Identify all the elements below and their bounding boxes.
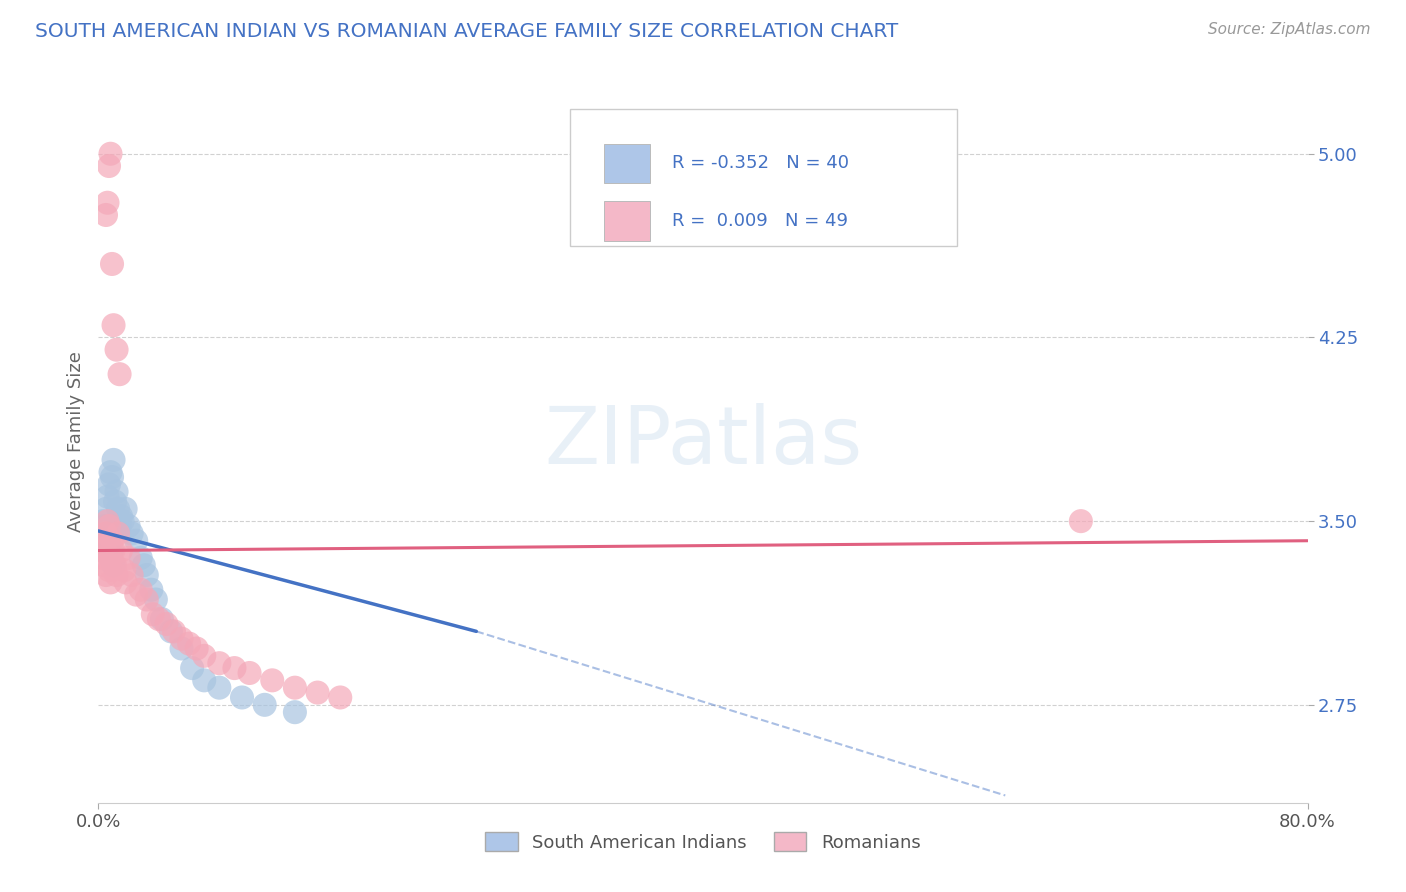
Point — [160, 624, 183, 639]
Point — [239, 665, 262, 680]
Point — [100, 465, 122, 479]
Point — [91, 550, 114, 565]
Point — [179, 637, 201, 651]
Point — [262, 673, 284, 688]
Point — [135, 592, 157, 607]
Point — [111, 514, 134, 528]
Point — [101, 257, 124, 271]
Point — [91, 514, 114, 528]
Point — [103, 318, 125, 333]
Text: Source: ZipAtlas.com: Source: ZipAtlas.com — [1208, 22, 1371, 37]
Point — [329, 690, 352, 705]
Point — [141, 582, 163, 597]
Point — [104, 558, 127, 573]
Point — [110, 509, 132, 524]
Point — [129, 550, 152, 565]
Point — [100, 550, 122, 565]
Point — [224, 661, 246, 675]
FancyBboxPatch shape — [569, 109, 957, 246]
Point — [155, 617, 177, 632]
Point — [170, 641, 193, 656]
Point — [89, 529, 111, 543]
Point — [100, 550, 122, 565]
Point — [98, 159, 121, 173]
Text: R =  0.009   N = 49: R = 0.009 N = 49 — [672, 212, 848, 230]
Point — [96, 526, 118, 541]
Point — [98, 539, 121, 553]
Point — [110, 543, 132, 558]
Point — [105, 343, 128, 357]
Point — [94, 502, 117, 516]
Point — [112, 563, 135, 577]
Point — [103, 543, 125, 558]
Point — [148, 612, 170, 626]
Point — [253, 698, 276, 712]
Point — [108, 367, 131, 381]
Point — [96, 195, 118, 210]
Point — [98, 477, 121, 491]
Text: ZIPatlas: ZIPatlas — [544, 402, 862, 481]
Y-axis label: Average Family Size: Average Family Size — [66, 351, 84, 532]
Point — [163, 624, 186, 639]
Point — [103, 558, 125, 573]
Point — [94, 543, 117, 558]
Point — [96, 490, 118, 504]
Point — [121, 526, 143, 541]
Point — [284, 705, 307, 719]
Point — [90, 543, 112, 558]
Point — [107, 526, 129, 541]
Text: SOUTH AMERICAN INDIAN VS ROMANIAN AVERAGE FAMILY SIZE CORRELATION CHART: SOUTH AMERICAN INDIAN VS ROMANIAN AVERAG… — [35, 22, 898, 41]
Point — [1070, 514, 1092, 528]
Point — [114, 575, 136, 590]
Point — [170, 632, 193, 646]
Point — [150, 612, 173, 626]
Point — [121, 568, 143, 582]
Point — [125, 588, 148, 602]
Point — [193, 648, 215, 663]
Point — [94, 568, 117, 582]
Point — [101, 533, 124, 548]
Point — [94, 208, 117, 222]
Point — [105, 568, 128, 582]
Point — [90, 533, 112, 548]
Legend: South American Indians, Romanians: South American Indians, Romanians — [478, 824, 928, 859]
Point — [118, 519, 141, 533]
FancyBboxPatch shape — [603, 144, 650, 183]
Point — [107, 502, 129, 516]
Point — [132, 558, 155, 573]
Point — [118, 550, 141, 565]
Point — [307, 685, 329, 699]
Point — [108, 519, 131, 533]
Point — [129, 582, 152, 597]
Point — [103, 453, 125, 467]
Point — [100, 575, 122, 590]
Point — [93, 558, 115, 573]
Point — [101, 470, 124, 484]
Point — [93, 519, 115, 533]
Point — [145, 592, 167, 607]
Point — [125, 533, 148, 548]
Point — [186, 641, 208, 656]
Point — [105, 484, 128, 499]
Point — [231, 690, 253, 705]
Point — [181, 661, 204, 675]
Point — [208, 656, 231, 670]
FancyBboxPatch shape — [603, 202, 650, 241]
Point — [96, 514, 118, 528]
Point — [94, 526, 117, 541]
Point — [114, 502, 136, 516]
Point — [100, 146, 122, 161]
Point — [98, 563, 121, 577]
Point — [284, 681, 307, 695]
Point — [142, 607, 165, 622]
Point — [135, 568, 157, 582]
Point — [208, 681, 231, 695]
Point — [193, 673, 215, 688]
Point — [104, 494, 127, 508]
Point — [101, 543, 124, 558]
Point — [98, 519, 121, 533]
Point — [89, 533, 111, 548]
Point — [93, 539, 115, 553]
Text: R = -0.352   N = 40: R = -0.352 N = 40 — [672, 154, 849, 172]
